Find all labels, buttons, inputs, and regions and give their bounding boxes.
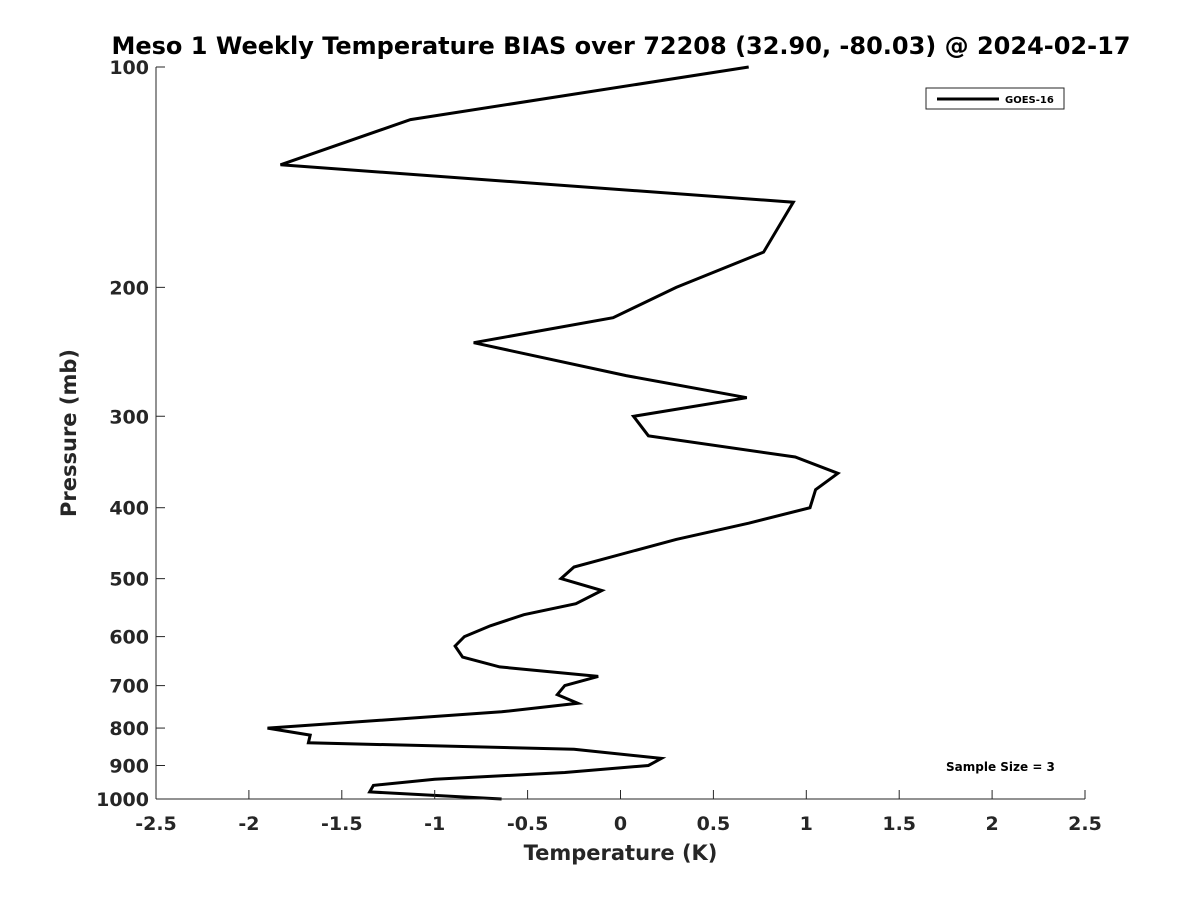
series-layer — [267, 65, 842, 801]
x-tick-label: -2 — [238, 813, 259, 835]
x-tick-label: -2.5 — [135, 813, 177, 835]
y-tick-label: 400 — [109, 498, 149, 520]
y-tick-label: 1000 — [96, 789, 149, 811]
x-tick-label: -0.5 — [507, 813, 549, 835]
y-axis-label: Pressure (mb) — [57, 349, 81, 517]
y-tick-label: 800 — [109, 718, 149, 740]
series-line-goes-16 — [267, 65, 842, 801]
y-tick-label: 600 — [109, 627, 149, 649]
plot-area — [156, 67, 1085, 799]
legend-label-goes-16: GOES-16 — [1005, 95, 1054, 106]
y-tick-label: 100 — [109, 57, 149, 79]
x-tick-label: 1 — [800, 813, 813, 835]
x-tick-label: 2 — [985, 813, 998, 835]
x-tick-label: -1 — [424, 813, 445, 835]
x-tick-label: 1.5 — [882, 813, 916, 835]
chart-title: Meso 1 Weekly Temperature BIAS over 7220… — [111, 32, 1130, 60]
y-tick-label: 500 — [109, 569, 149, 591]
y-tick-label: 200 — [109, 277, 149, 299]
sample-size-annotation: Sample Size = 3 — [946, 760, 1055, 774]
y-tick-label: 700 — [109, 676, 149, 698]
x-tick-label: 0.5 — [697, 813, 731, 835]
x-tick-label: 2.5 — [1068, 813, 1102, 835]
x-axis-label: Temperature (K) — [524, 841, 718, 865]
legend: GOES-16 — [925, 87, 1065, 110]
y-ticks: 100 200 300 400 500 600 700 800 900 1000 — [96, 57, 165, 811]
y-tick-label: 300 — [109, 406, 149, 428]
x-tick-label: -1.5 — [321, 813, 363, 835]
y-tick-label: 900 — [109, 756, 149, 778]
x-tick-label: 0 — [614, 813, 627, 835]
x-ticks: -2.5 -2 -1.5 -1 -0.5 0 0.5 1 1.5 2 2.5 — [135, 790, 1102, 835]
